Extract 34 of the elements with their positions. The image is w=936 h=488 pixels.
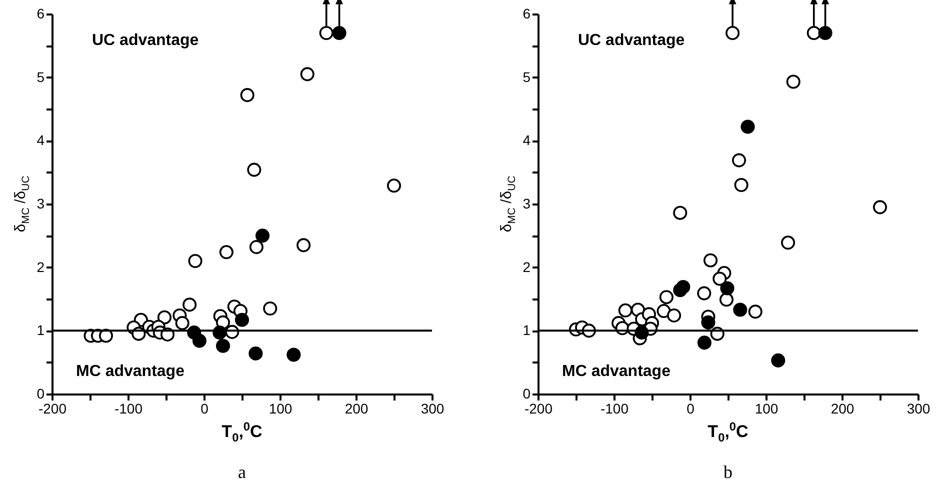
x-tick-label: -200 [524, 400, 553, 416]
annotation: MC advantage [76, 363, 185, 380]
x-tick-label: 200 [830, 400, 854, 416]
y-tick-label: 2 [36, 258, 45, 275]
x-tick-label: -100 [114, 400, 143, 416]
y-tick-label: 1 [522, 322, 531, 338]
y-tick-label: 5 [522, 68, 531, 85]
y-tick-label: 6 [36, 6, 45, 22]
x-tick-label: 0 [200, 400, 209, 416]
y-tick-label: 4 [36, 132, 45, 148]
y-tick-label: 2 [522, 258, 531, 275]
x-tick-label: -200 [38, 400, 67, 416]
y-tick-label: 1 [36, 322, 45, 338]
y-tick-label: 3 [36, 196, 45, 212]
y-tick-label: 0 [36, 386, 45, 402]
text: b [724, 462, 732, 482]
annotation: MC advantage [562, 363, 671, 380]
y-tick-label: 5 [36, 68, 45, 85]
x-axis-title: T$_{0}$,$^{0}$C [708, 419, 748, 445]
annotation: UC advantage [578, 32, 685, 49]
x-tick-label: -100 [600, 400, 629, 416]
x-tick-label: 300 [906, 400, 930, 416]
y-tick-label: 4 [522, 132, 531, 148]
x-axis-title: T$_{0}$,$^{0}$C [222, 419, 262, 445]
y-tick-label: 6 [522, 6, 531, 22]
x-tick-label: 100 [268, 400, 292, 416]
annotation: UC advantage [92, 32, 199, 49]
x-tick-label: 200 [344, 400, 368, 416]
x-tick-label: 100 [754, 400, 778, 416]
x-tick-label: 0 [686, 400, 695, 416]
x-tick-label: 300 [420, 400, 444, 416]
y-tick-label: 3 [522, 196, 531, 212]
text: a [238, 462, 246, 482]
y-tick-label: 0 [522, 386, 531, 402]
